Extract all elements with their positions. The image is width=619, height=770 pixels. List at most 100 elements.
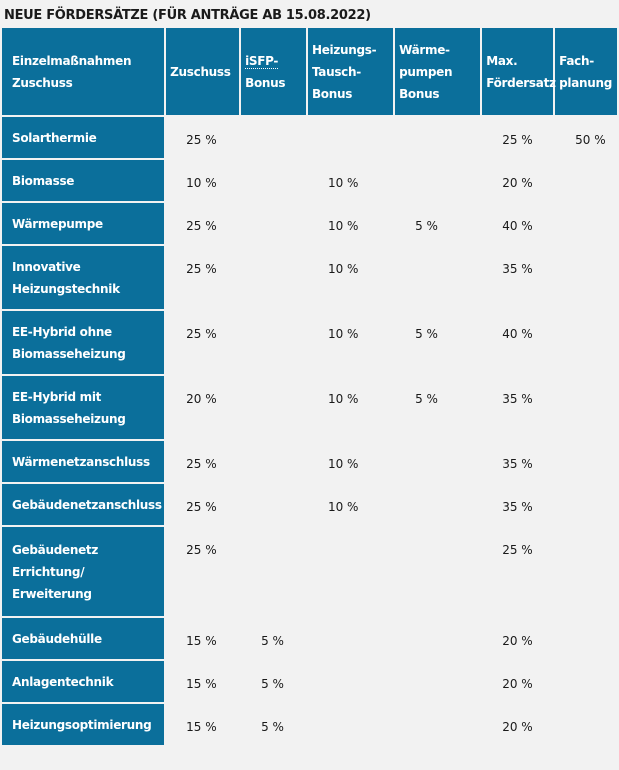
- header-line: Fach-: [559, 53, 594, 68]
- table-row: Gebäudenetzanschluss 25 % 10 % 35 %: [2, 484, 617, 525]
- rate-cell: 10 %: [327, 219, 359, 233]
- table-row: EE-Hybrid mit Biomasseheizung 20 % 10 % 5 %…: [2, 376, 617, 439]
- header-line: planung: [559, 75, 613, 90]
- rate-cell: 25 %: [186, 457, 217, 471]
- rate-cell: 35 %: [502, 500, 533, 514]
- rate-cell: [241, 160, 306, 201]
- rate-cell: 5 %: [261, 677, 284, 691]
- measure-name: Heizungsoptimierung: [2, 704, 165, 745]
- table-row: Heizungsoptimierung 15 % 5 % 20 %: [2, 704, 617, 745]
- header-line: Tausch-: [311, 64, 361, 79]
- header-line: Wärme-: [399, 42, 450, 57]
- measure-name: Biomasse: [2, 160, 165, 201]
- rate-cell: [308, 661, 393, 702]
- header-line: iSFP-: [245, 53, 279, 69]
- rate-cell: 10 %: [327, 500, 359, 514]
- rate-cell: [241, 203, 306, 244]
- rate-cell: [241, 311, 306, 374]
- column-header: Einzelmaßnahmen Zuschuss: [2, 28, 165, 115]
- column-header: Heizungs- Tausch- Bonus: [307, 28, 394, 115]
- rate-cell: 15 %: [186, 634, 217, 648]
- header-line: Heizungs-: [311, 42, 377, 57]
- header-line: Bonus: [311, 86, 353, 101]
- rate-cell: 35 %: [502, 457, 533, 471]
- column-header: Wärme-pumpen Bonus: [395, 28, 481, 115]
- rate-cell: [395, 246, 480, 309]
- rate-cell: 10 %: [327, 262, 359, 276]
- funding-rates-table: Einzelmaßnahmen Zuschuss Zuschuss iSFP- Bonu…: [0, 26, 619, 747]
- table-row: Gebäudenetz Errichtung/ Erweiterung 25 % 2…: [2, 527, 617, 616]
- rate-cell: 15 %: [186, 720, 217, 734]
- table-title: NEUE FÖRDERSÄTZE (FÜR ANTRÄGE AB 15.08.2…: [4, 8, 371, 23]
- rate-cell: [555, 246, 617, 309]
- column-header: iSFP- Bonus: [241, 28, 306, 115]
- header-line: Zuschuss: [170, 64, 231, 79]
- rate-cell: 25 %: [186, 543, 217, 557]
- rate-cell: 10 %: [327, 327, 359, 341]
- measure-name: EE-Hybrid mit Biomasseheizung: [2, 376, 165, 439]
- measure-name: Gebäudenetzanschluss: [2, 484, 165, 525]
- rate-cell: [555, 160, 617, 201]
- rate-cell: 20 %: [502, 720, 533, 734]
- table-row: Solarthermie 25 % 25 % 50 %: [2, 117, 617, 158]
- rate-cell: [555, 704, 617, 745]
- rate-cell: 25 %: [186, 219, 217, 233]
- header-row: Einzelmaßnahmen Zuschuss Zuschuss iSFP- Bonu…: [2, 28, 617, 115]
- rate-cell: 10 %: [327, 176, 359, 190]
- measure-name: EE-Hybrid ohne Biomasseheizung: [2, 311, 165, 374]
- table-row: Gebäudehülle 15 % 5 % 20 %: [2, 618, 617, 659]
- header-line: Einzelmaßnahmen: [12, 53, 132, 68]
- rate-cell: 20 %: [502, 634, 533, 648]
- column-header: Fach-planung: [555, 28, 617, 115]
- rate-cell: [241, 527, 306, 616]
- rate-cell: 20 %: [502, 176, 533, 190]
- rate-cell: [241, 484, 306, 525]
- rate-cell: 10 %: [327, 392, 359, 406]
- rate-cell: 40 %: [502, 219, 533, 233]
- table-row: Wärmenetzanschluss 25 % 10 % 35 %: [2, 441, 617, 482]
- rate-cell: [555, 376, 617, 439]
- header-line: Bonus: [399, 86, 440, 101]
- rate-cell: [241, 376, 306, 439]
- rate-cell: [395, 160, 480, 201]
- rate-cell: 25 %: [186, 133, 217, 147]
- table-row: Innovative Heizungstechnik 25 % 10 % 35 %: [2, 246, 617, 309]
- rate-cell: 40 %: [502, 327, 533, 341]
- rate-cell: [395, 117, 480, 158]
- measure-name: Anlagentechnik: [2, 661, 165, 702]
- rate-cell: [555, 484, 617, 525]
- rate-cell: 5 %: [415, 392, 438, 406]
- rate-cell: 35 %: [502, 392, 533, 406]
- rate-cell: 50 %: [575, 133, 606, 147]
- rate-cell: [308, 618, 393, 659]
- rate-cell: 25 %: [186, 500, 217, 514]
- rate-cell: [555, 527, 617, 616]
- rate-cell: 5 %: [261, 634, 284, 648]
- rate-cell: 5 %: [415, 327, 438, 341]
- measure-name: Gebäudenetz Errichtung/ Erweiterung: [2, 527, 165, 616]
- rate-cell: 5 %: [261, 720, 284, 734]
- rate-cell: 25 %: [502, 543, 533, 557]
- header-line: Fördersatz: [486, 75, 556, 90]
- rate-cell: [395, 661, 480, 702]
- rate-cell: [395, 618, 480, 659]
- rate-cell: [555, 203, 617, 244]
- rate-cell: 20 %: [502, 677, 533, 691]
- rate-cell: 25 %: [502, 133, 533, 147]
- rate-cell: [241, 246, 306, 309]
- header-line: pumpen: [399, 64, 453, 79]
- rate-cell: 5 %: [415, 219, 438, 233]
- column-header: Max. Fördersatz: [482, 28, 556, 115]
- rate-cell: 10 %: [327, 457, 359, 471]
- measure-name: Solarthermie: [2, 117, 165, 158]
- measure-name: Innovative Heizungstechnik: [2, 246, 165, 309]
- rate-cell: 10 %: [186, 176, 217, 190]
- rate-cell: 25 %: [186, 262, 217, 276]
- rate-cell: [395, 527, 480, 616]
- header-line: Bonus: [245, 75, 286, 90]
- rate-cell: [555, 311, 617, 374]
- header-line: Max.: [486, 53, 518, 68]
- rate-cell: [308, 527, 393, 616]
- measure-name: Wärmepumpe: [2, 203, 165, 244]
- rate-cell: [241, 441, 306, 482]
